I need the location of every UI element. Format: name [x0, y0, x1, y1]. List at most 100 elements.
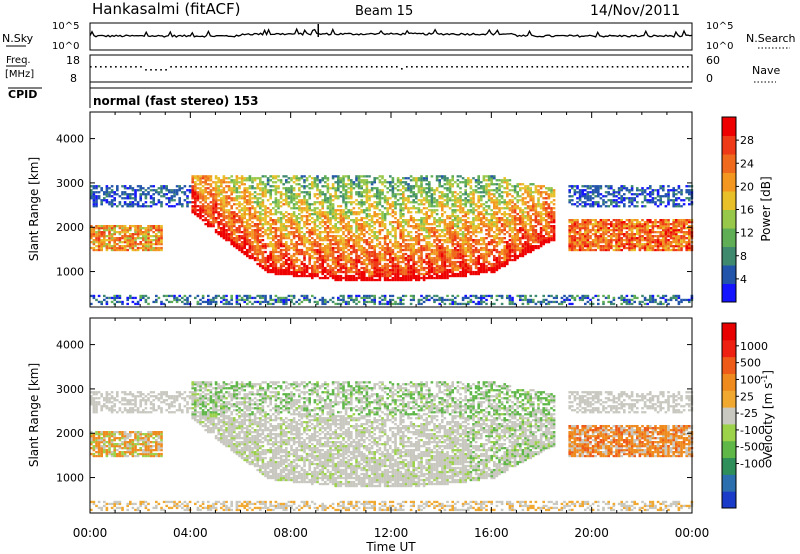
- power-cell: [495, 229, 499, 232]
- power-cell: [420, 227, 423, 230]
- power-cell: [108, 225, 111, 228]
- power-cell: [391, 179, 395, 182]
- power-cell: [136, 229, 140, 232]
- power-cell: [368, 274, 371, 278]
- power-cell: [225, 223, 228, 226]
- power-cell: [355, 254, 358, 258]
- power-cell: [347, 191, 350, 194]
- power-cell: [256, 300, 259, 304]
- power-cell: [394, 300, 397, 304]
- power-cell: [326, 254, 330, 258]
- power-cell: [183, 185, 187, 188]
- power-cell: [396, 266, 400, 270]
- power-cell: [415, 219, 418, 222]
- power-cell: [139, 231, 142, 234]
- power-cell: [235, 189, 239, 192]
- power-cell: [412, 185, 415, 188]
- power-cell: [498, 260, 501, 264]
- power-cell: [417, 268, 421, 272]
- power-cell: [308, 256, 311, 260]
- power-cell: [318, 201, 322, 204]
- power-cell: [337, 195, 340, 198]
- power-cell: [248, 227, 252, 230]
- power-cell: [97, 231, 101, 234]
- power-cell: [334, 211, 337, 214]
- power-cell: [344, 193, 348, 196]
- power-cell: [412, 207, 415, 210]
- power-cell: [240, 203, 244, 206]
- power-cell: [404, 264, 408, 268]
- power-cell: [191, 207, 194, 210]
- power-cell: [298, 177, 301, 180]
- power-cell: [459, 260, 462, 264]
- power-cell: [477, 195, 480, 198]
- power-cell: [420, 217, 423, 220]
- power-cell: [376, 243, 379, 246]
- power-cell: [430, 215, 434, 218]
- power-cell: [376, 231, 379, 234]
- power-cell: [370, 300, 374, 304]
- power-cell: [391, 191, 395, 194]
- power-cell: [409, 252, 413, 256]
- power-cell: [363, 239, 366, 242]
- power-cell: [113, 191, 116, 194]
- power-cell: [105, 246, 109, 250]
- power-cell: [324, 254, 327, 258]
- power-cell: [435, 248, 439, 252]
- power-cell: [451, 179, 454, 182]
- power-cell: [113, 239, 116, 242]
- power-cell: [407, 262, 410, 266]
- power-cell: [272, 298, 275, 302]
- power-cell: [194, 207, 197, 210]
- power-cell: [235, 246, 239, 250]
- power-cell: [152, 199, 155, 202]
- power-cell: [407, 254, 410, 258]
- power-cell: [303, 262, 306, 266]
- power-cell: [430, 252, 434, 256]
- power-cell: [266, 223, 270, 226]
- power-cell: [438, 197, 441, 200]
- power-cell: [461, 239, 465, 242]
- power-cell: [428, 229, 431, 232]
- noise-tick-top-left: 10^5: [52, 21, 79, 32]
- power-cell: [194, 181, 197, 184]
- power-cell: [402, 225, 405, 228]
- power-cell: [451, 270, 454, 274]
- power-cell: [266, 245, 270, 248]
- power-cell: [389, 272, 392, 276]
- power-cell: [389, 175, 392, 178]
- power-cell: [131, 187, 135, 190]
- power-cell: [311, 221, 314, 224]
- power-cell: [422, 237, 426, 240]
- power-cell: [409, 187, 413, 190]
- power-cell: [305, 231, 309, 234]
- power-cell: [456, 252, 460, 256]
- power-cell: [446, 274, 449, 278]
- power-cell: [378, 278, 382, 282]
- power-cell: [459, 250, 462, 254]
- power-cell: [116, 294, 119, 298]
- power-cell: [217, 211, 220, 214]
- power-cell: [240, 235, 244, 238]
- power-cell: [339, 211, 343, 214]
- power-cell: [415, 276, 418, 280]
- power-cell: [274, 254, 278, 258]
- power-cell: [199, 211, 202, 214]
- power-cell: [287, 252, 291, 256]
- power-cell: [441, 266, 444, 270]
- power-cell: [417, 300, 421, 304]
- power-cell: [472, 227, 475, 230]
- freq-dot: [220, 66, 223, 68]
- power-cell: [225, 197, 228, 200]
- power-cell: [399, 193, 402, 196]
- power-cell: [456, 268, 460, 272]
- power-cell: [448, 231, 452, 234]
- power-cell: [225, 191, 228, 194]
- power-cell: [194, 185, 197, 188]
- power-cell: [417, 272, 421, 276]
- power-cell: [365, 195, 369, 198]
- power-cell: [464, 235, 467, 238]
- power-cell: [490, 270, 493, 274]
- power-cell: [191, 211, 194, 214]
- power-cell: [142, 246, 145, 250]
